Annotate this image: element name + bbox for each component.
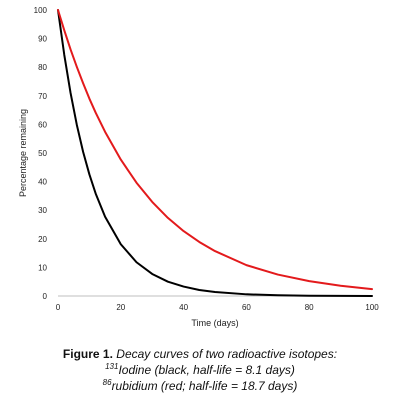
y-tick-label: 10 <box>38 263 47 272</box>
y-tick-label: 40 <box>38 178 47 187</box>
x-tick-label: 100 <box>365 303 379 312</box>
rubidium-mass-number: 86 <box>102 378 112 387</box>
y-tick-label: 90 <box>38 35 47 44</box>
rubidium-description: rubidium (red; half-life = 18.7 days) <box>111 379 298 393</box>
y-tick-label: 70 <box>38 92 47 101</box>
x-axis-label: Time (days) <box>191 318 238 328</box>
chart-series <box>57 9 373 297</box>
y-axis-label: Percentage remaining <box>18 109 28 197</box>
iodine-description: Iodine (black, half-life = 8.1 days) <box>118 363 295 377</box>
x-tick-label: 60 <box>242 303 251 312</box>
x-tick-label: 0 <box>56 303 61 312</box>
figure-label: Figure 1. <box>62 347 113 361</box>
y-tick-label: 0 <box>43 292 48 301</box>
y-tick-label: 60 <box>38 120 47 129</box>
y-tick-label: 30 <box>38 206 47 215</box>
caption-line-1: Figure 1. Decay curves of two radioactiv… <box>0 346 400 362</box>
y-tick-label: 80 <box>38 63 47 72</box>
y-tick-label: 50 <box>38 149 47 158</box>
y-tick-label: 20 <box>38 235 47 244</box>
x-tick-label: 20 <box>116 303 125 312</box>
caption-line-3: 86rubidium (red; half-life = 18.7 days) <box>0 378 400 394</box>
series-line-rubidium-86 <box>57 9 373 291</box>
iodine-mass-number: 131 <box>105 362 119 371</box>
x-tick-label: 40 <box>179 303 188 312</box>
caption-line-2: 131Iodine (black, half-life = 8.1 days) <box>0 362 400 378</box>
caption-title: Decay curves of two radioactive isotopes… <box>116 347 338 361</box>
figure-caption: Figure 1. Decay curves of two radioactiv… <box>0 346 400 394</box>
y-tick-label: 100 <box>34 6 48 15</box>
x-tick-label: 80 <box>305 303 314 312</box>
series-line-iodine-131 <box>57 9 373 297</box>
decay-chart: 0 20 40 60 80 100 0 10 20 30 40 50 60 70 80 90 100 Time … <box>18 6 379 328</box>
